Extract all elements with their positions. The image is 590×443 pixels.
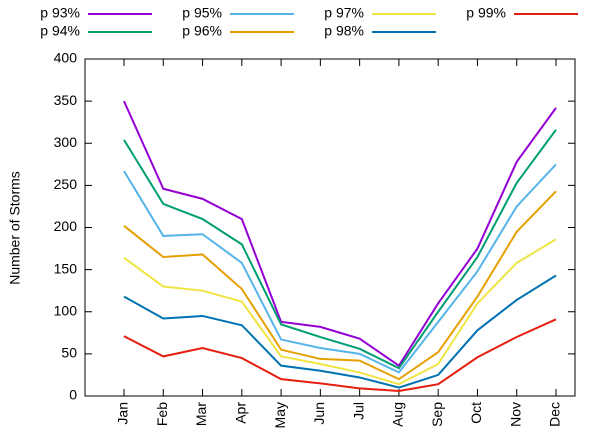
x-tick-label: Jul: [350, 402, 366, 420]
x-tick-label: Sep: [429, 402, 445, 427]
y-tick-label: 50: [61, 345, 77, 361]
y-tick-label: 400: [54, 50, 78, 66]
y-tick-label: 150: [54, 260, 78, 276]
y-tick-label: 300: [54, 134, 78, 150]
y-tick-label: 200: [54, 218, 78, 234]
x-tick-label: Apr: [233, 402, 249, 424]
legend-label: p 94%: [40, 23, 80, 39]
x-tick-label: May: [272, 402, 288, 428]
x-tick-label: Oct: [468, 402, 484, 424]
legend-label: p 99%: [466, 5, 506, 21]
series-line: [123, 100, 557, 368]
x-tick-label: Feb: [154, 402, 170, 426]
y-tick-label: 350: [54, 92, 78, 108]
legend-label: p 96%: [182, 23, 222, 39]
x-tick-label: Jan: [115, 402, 131, 425]
y-tick-label: 250: [54, 176, 78, 192]
x-tick-label: Mar: [193, 402, 209, 426]
legend-label: p 98%: [324, 23, 364, 39]
x-tick-label: Jun: [311, 402, 327, 425]
y-tick-label: 0: [69, 387, 77, 403]
series-line: [123, 163, 557, 374]
series-line: [123, 129, 557, 370]
series-line: [123, 274, 557, 389]
y-tick-label: 100: [54, 302, 78, 318]
x-tick-label: Dec: [547, 402, 563, 427]
legend-label: p 95%: [182, 5, 222, 21]
y-axis-label: Number of Storms: [7, 171, 23, 285]
legend-label: p 97%: [324, 5, 364, 21]
series-line: [123, 238, 557, 386]
legend-label: p 93%: [40, 5, 80, 21]
series-line: [123, 318, 557, 392]
series-line: [123, 190, 557, 381]
x-tick-label: Nov: [507, 402, 523, 427]
x-tick-label: Aug: [390, 402, 406, 427]
